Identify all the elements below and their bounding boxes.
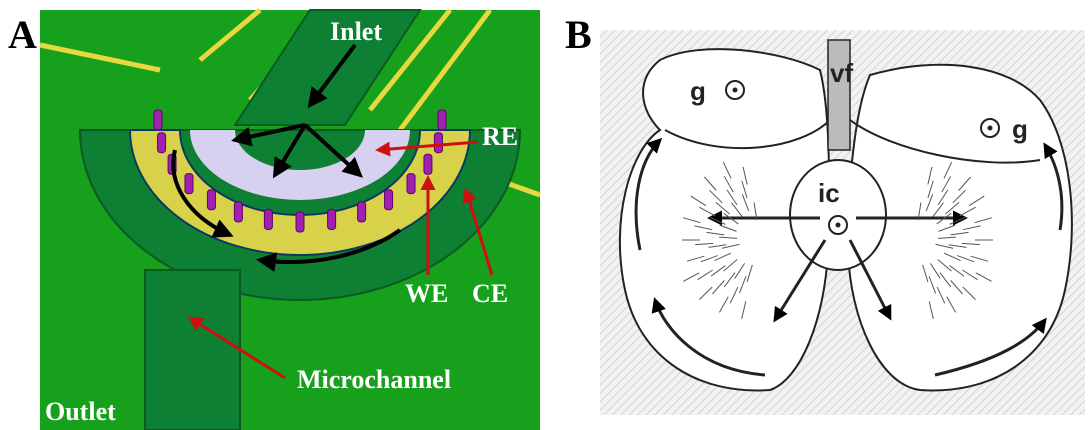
pillar <box>328 209 336 229</box>
pillar <box>264 209 272 229</box>
annotation: g <box>1012 114 1028 144</box>
page: A Inlet RE WE CE Microchannel Outlet <box>0 0 1089 430</box>
annotation: Microchannel <box>297 365 451 394</box>
annotation: Inlet <box>330 17 382 46</box>
panel-label: B <box>565 12 592 57</box>
outlet-channel <box>145 270 240 430</box>
pillar <box>234 202 242 222</box>
pillar <box>154 110 162 130</box>
pillar <box>358 202 366 222</box>
panel-b: B g g vf ic <box>565 12 1085 415</box>
annotation: vf <box>830 58 853 88</box>
pillar <box>407 174 415 194</box>
pillar <box>424 154 432 174</box>
annotation: CE <box>472 279 508 308</box>
annotation: WE <box>405 279 448 308</box>
pillar <box>438 110 446 130</box>
pillar <box>385 190 393 210</box>
pillar <box>185 174 193 194</box>
annotation: g <box>690 76 706 106</box>
annotation: ic <box>818 178 840 208</box>
pillar <box>207 190 215 210</box>
panel-a: A Inlet RE WE CE Microchannel Outlet <box>8 10 540 430</box>
pillar <box>158 133 166 153</box>
annotation: RE <box>482 122 518 151</box>
vf-duct <box>828 40 850 150</box>
pillar <box>296 212 304 232</box>
annotation: Outlet <box>45 397 116 426</box>
pillar <box>434 133 442 153</box>
panel-label: A <box>8 12 37 57</box>
figure: A Inlet RE WE CE Microchannel Outlet <box>0 0 1089 430</box>
